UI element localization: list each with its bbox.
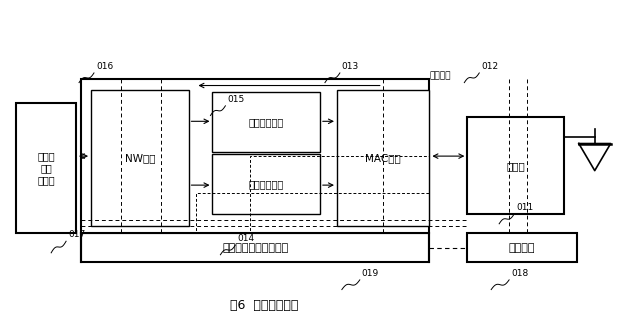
- Text: 下りバッファ: 下りバッファ: [249, 117, 284, 127]
- Text: NW制御: NW制御: [124, 153, 155, 163]
- Bar: [467, 233, 577, 262]
- Text: 通信制御: 通信制御: [429, 71, 451, 80]
- Text: 019: 019: [362, 269, 379, 278]
- Bar: [91, 90, 188, 226]
- Text: 015: 015: [228, 95, 244, 104]
- Text: 011: 011: [516, 203, 533, 212]
- Bar: [81, 233, 429, 262]
- Text: 送受信: 送受信: [506, 161, 525, 171]
- Text: 電源管理: 電源管理: [509, 243, 536, 253]
- Text: イベントスケジューラ: イベントスケジューラ: [222, 243, 289, 253]
- Text: 014: 014: [238, 234, 254, 243]
- Text: 017: 017: [68, 230, 85, 239]
- Polygon shape: [579, 144, 611, 171]
- Text: 018: 018: [511, 269, 528, 278]
- Bar: [337, 90, 429, 226]
- Bar: [213, 154, 320, 214]
- Text: 016: 016: [96, 62, 113, 71]
- Text: 上りバッファ: 上りバッファ: [249, 179, 284, 189]
- Text: 013: 013: [342, 62, 359, 71]
- Bar: [195, 193, 429, 232]
- Text: 012: 012: [481, 62, 498, 71]
- Bar: [467, 117, 564, 214]
- Bar: [213, 92, 320, 152]
- Text: アプリ
ケー
ション: アプリ ケー ション: [37, 152, 55, 185]
- Text: 図6  端末の構成例: 図6 端末の構成例: [230, 299, 299, 312]
- Bar: [250, 156, 429, 232]
- Bar: [16, 103, 76, 233]
- Text: MAC制御: MAC制御: [365, 153, 401, 163]
- Bar: [81, 79, 429, 233]
